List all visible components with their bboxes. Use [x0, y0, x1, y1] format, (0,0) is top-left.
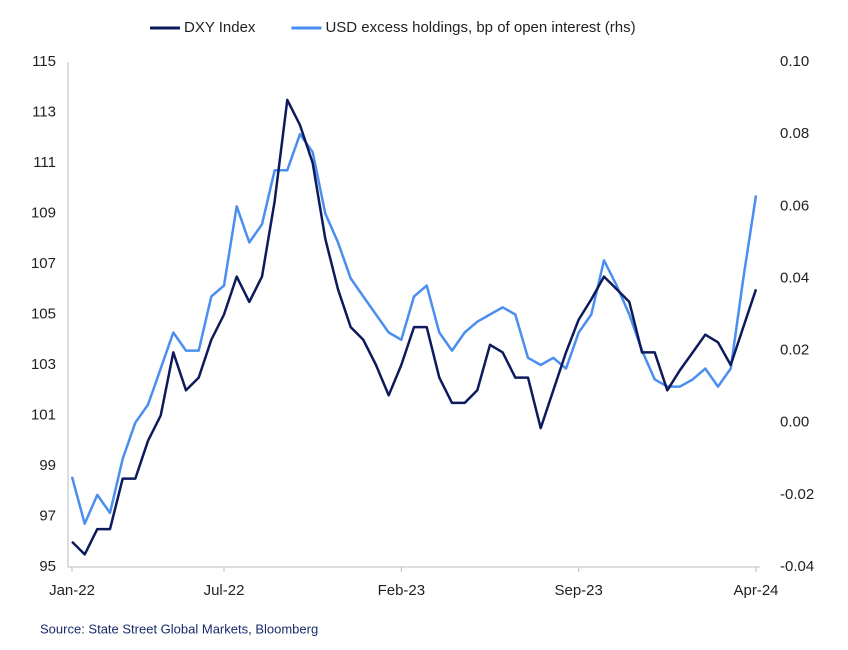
y2-tick-label: -0.02	[780, 486, 814, 503]
y2-tick-label: 0.00	[780, 414, 809, 431]
y2-tick-label: -0.04	[780, 558, 814, 575]
x-tick-label: Jul-22	[204, 582, 245, 599]
y2-tick-label: 0.10	[780, 53, 809, 70]
legend-label: USD excess holdings, bp of open interest…	[325, 19, 635, 36]
x-tick-label: Sep-23	[554, 582, 602, 599]
y-tick-label: 101	[31, 406, 56, 423]
y-tick-label: 99	[39, 457, 56, 474]
y-tick-label: 95	[39, 558, 56, 575]
y2-tick-label: 0.08	[780, 125, 809, 142]
legend-label: DXY Index	[184, 19, 256, 36]
y2-tick-label: 0.04	[780, 269, 809, 286]
y-tick-label: 107	[31, 255, 56, 272]
y-tick-label: 97	[39, 507, 56, 524]
series-line	[71, 98, 758, 556]
y-tick-label: 113	[32, 103, 56, 120]
x-tick-label: Feb-23	[378, 582, 426, 599]
y-tick-label: 103	[31, 356, 56, 373]
x-tick-label: Jan-22	[49, 582, 95, 599]
x-tick-label: Apr-24	[733, 582, 778, 599]
y-tick-label: 115	[32, 53, 56, 70]
y-tick-label: 109	[31, 204, 56, 221]
y-tick-label: 105	[31, 305, 56, 322]
y2-tick-label: 0.06	[780, 197, 809, 214]
y-tick-label: 111	[33, 154, 56, 171]
y2-tick-label: 0.02	[780, 342, 809, 359]
source-note: Source: State Street Global Markets, Blo…	[40, 621, 318, 636]
